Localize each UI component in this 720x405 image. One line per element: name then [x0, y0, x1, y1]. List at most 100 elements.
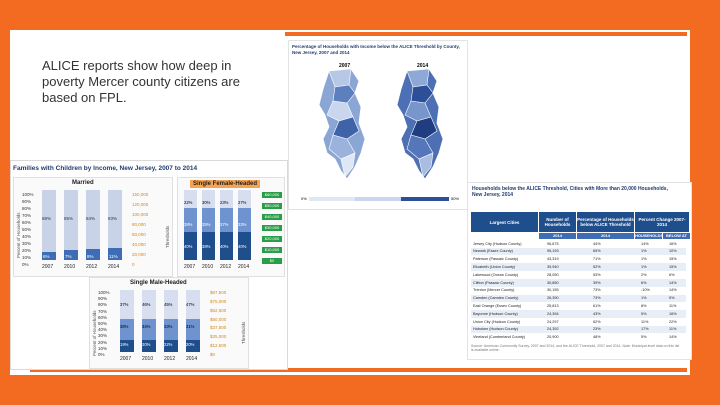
- table-cell: 65%: [593, 249, 601, 254]
- table-cell: 6%: [669, 272, 675, 277]
- married-top-label: 84%: [86, 216, 96, 221]
- male-rtick: $75,000: [210, 298, 227, 304]
- table-cell: 1%: [641, 249, 647, 254]
- female-bar: [184, 190, 197, 260]
- single-female-title: Single Female-Headed: [190, 180, 261, 188]
- table-cell: Trenton (Mercer County): [473, 288, 515, 293]
- table-cell: Vineland (Cumberland County): [473, 335, 526, 340]
- married-chart: Married Percent of Households 100% 90% 80%…: [13, 177, 173, 277]
- caption-text: ALICE reports show how deep in poverty M…: [42, 58, 240, 105]
- table-cell: 71%: [593, 257, 601, 262]
- female-rtick: $10,000: [262, 247, 282, 253]
- married-bar-seg-low: [86, 248, 100, 260]
- male-seg-high: [142, 290, 156, 319]
- married-ytick: 60%: [22, 220, 32, 225]
- female-year: 2007: [184, 264, 196, 270]
- female-seg-low: [202, 232, 215, 260]
- table-header-cell: Largest Cities: [471, 212, 538, 232]
- table-cell: 30,850: [547, 280, 559, 285]
- female-rtick: $50,000: [262, 203, 282, 209]
- married-ytick: 30%: [22, 241, 32, 246]
- male-label-c: 20%: [142, 342, 151, 347]
- male-ytick: 90%: [98, 296, 108, 302]
- male-rtick: $87,500: [210, 290, 227, 295]
- married-ytick: 100%: [22, 192, 34, 197]
- male-ytick: 0%: [98, 352, 105, 357]
- table-cell: 24,297: [547, 319, 559, 324]
- table-cell: Paterson (Passaic County): [473, 257, 519, 262]
- male-year: 2014: [186, 356, 198, 362]
- table-title: Households below the ALICE Threshold, Ci…: [472, 186, 668, 198]
- table-cell: 22%: [669, 319, 677, 324]
- male-rtick: $0: [210, 352, 216, 357]
- map-legend-bar: [309, 197, 449, 201]
- table-cell: 24,392: [547, 327, 559, 332]
- married-bar: [86, 190, 100, 260]
- male-label-a: 47%: [186, 302, 195, 307]
- table-row: Camden (Camden County) 26,390 73% 1% 5%: [471, 294, 686, 303]
- table-row: Bayonne (Hudson County) 24,394 43% 5% 16%: [471, 310, 686, 318]
- table-header-cell: Percent Change 2007-2014: [635, 212, 689, 232]
- married-bar-seg-high: [86, 190, 100, 249]
- table-cell: 73%: [593, 296, 601, 301]
- table-cell: 44%: [593, 241, 601, 246]
- table-cell: 24,394: [547, 311, 559, 316]
- male-bar: [142, 290, 156, 352]
- table-cell: 1%: [641, 296, 647, 301]
- male-seg-high: [186, 290, 200, 319]
- married-rtick: 20,000: [132, 252, 146, 257]
- female-rtick: $20,000: [262, 236, 282, 242]
- married-bottom-label: 6%: [43, 254, 50, 259]
- female-label-a: 23%: [220, 200, 229, 205]
- top-rule: [285, 32, 687, 36]
- married-yaxis-label: Percent of Households: [16, 212, 21, 258]
- married-bar-seg-low: [108, 248, 122, 260]
- table-subheader-cell: HOUSEHOLDS: [635, 233, 664, 239]
- table-cell: 25,813: [547, 303, 559, 308]
- male-label-b: 38%: [120, 324, 129, 329]
- table-cell: 14%: [669, 280, 677, 285]
- married-ytick: 10%: [22, 255, 32, 260]
- male-label-a: 45%: [164, 302, 173, 307]
- female-label-c: 40%: [220, 244, 229, 249]
- married-bar: [108, 190, 122, 260]
- table-cell: 96,875: [547, 241, 559, 246]
- married-year: 2007: [42, 264, 54, 270]
- female-label-b: 33%: [238, 222, 247, 227]
- married-ytick: 90%: [22, 199, 32, 204]
- table-row: East Orange (Essex County) 25,813 61% 8% 11%: [471, 302, 686, 310]
- female-seg-high: [202, 190, 215, 208]
- female-rtick: $0: [262, 258, 282, 264]
- table-cell: 11%: [669, 327, 677, 332]
- married-year: 2010: [64, 264, 76, 270]
- male-label-a: 46%: [142, 302, 151, 307]
- table-row: Hoboken (Hudson County) 24,392 23% 17% 11%: [471, 325, 686, 334]
- male-ytick: 20%: [98, 339, 108, 345]
- table-cell: 15%: [669, 257, 677, 262]
- married-ytick: 50%: [22, 227, 32, 232]
- table-cell: 14%: [641, 241, 649, 246]
- female-seg-mid: [220, 207, 233, 232]
- table-cell: 39%: [593, 280, 601, 285]
- male-seg-high: [164, 290, 178, 319]
- maps-title: Percentage of Households with Income bel…: [292, 44, 460, 55]
- table-cell: 8%: [641, 303, 647, 308]
- female-label-c: 40%: [238, 244, 247, 249]
- charts-title: Families with Children by Income, New Je…: [13, 165, 198, 172]
- female-label-c: 38%: [202, 244, 211, 249]
- table-cell: 23%: [593, 327, 601, 332]
- table-cell: 43,319: [547, 257, 559, 262]
- male-label-b: 33%: [164, 324, 173, 329]
- female-bar: [202, 190, 215, 260]
- female-seg-low: [238, 232, 251, 260]
- table-cell: Newark (Essex County): [473, 249, 513, 254]
- male-seg-mid: [186, 318, 200, 340]
- single-male-title: Single Male-Headed: [130, 280, 187, 286]
- table-cell: Clifton (Passaic County): [473, 280, 514, 285]
- table-cell: 15%: [669, 264, 677, 269]
- table-row: Elizabeth (Union County) 39,940 52% 1% 15%: [471, 263, 686, 271]
- female-seg-low: [220, 232, 233, 260]
- table-cell: 73%: [593, 288, 601, 293]
- table-row: Newark (Essex County) 95,193 65% 1% 10%: [471, 247, 686, 256]
